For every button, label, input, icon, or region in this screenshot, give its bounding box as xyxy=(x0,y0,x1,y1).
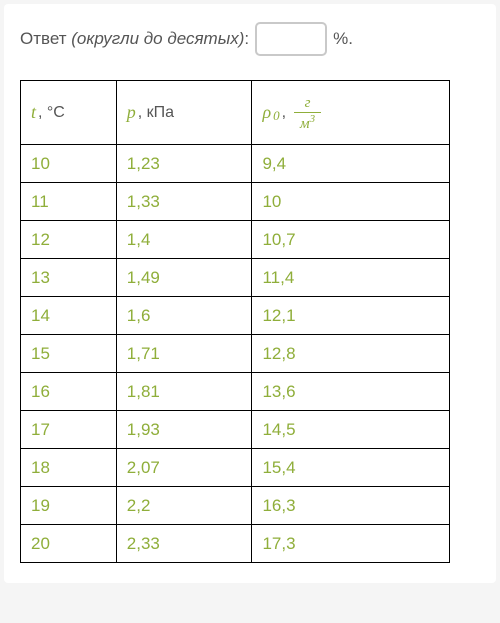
table-row: 14 1,6 12,1 xyxy=(21,297,450,335)
cell-p: 1,71 xyxy=(116,335,252,373)
answer-input[interactable] xyxy=(255,22,327,56)
answer-label: Ответ (округли до десятых): xyxy=(20,29,249,49)
answer-row: Ответ (округли до десятых): %. xyxy=(20,22,480,56)
header-rho-symbol: ρ xyxy=(262,102,271,123)
header-rho-comma: , xyxy=(282,104,286,122)
cell-p: 1,93 xyxy=(116,411,252,449)
cell-p: 1,81 xyxy=(116,373,252,411)
cell-t: 18 xyxy=(21,449,117,487)
cell-rho: 12,8 xyxy=(252,335,450,373)
cell-t: 11 xyxy=(21,183,117,221)
cell-rho: 10,7 xyxy=(252,221,450,259)
cell-rho: 16,3 xyxy=(252,487,450,525)
cell-p: 2,07 xyxy=(116,449,252,487)
table-body: 10 1,23 9,4 11 1,33 10 12 1,4 10,7 13 1,… xyxy=(21,145,450,563)
cell-p: 1,23 xyxy=(116,145,252,183)
cell-p: 2,2 xyxy=(116,487,252,525)
frac-denominator: м3 xyxy=(294,112,321,133)
answer-label-prefix: Ответ xyxy=(20,29,71,48)
table-row: 12 1,4 10,7 xyxy=(21,221,450,259)
cell-t: 15 xyxy=(21,335,117,373)
table-row: 10 1,23 9,4 xyxy=(21,145,450,183)
cell-p: 1,33 xyxy=(116,183,252,221)
cell-t: 20 xyxy=(21,525,117,563)
frac-numerator: г xyxy=(299,95,317,112)
data-table: t, °C p, кПа ρ0 , г м3 xyxy=(20,80,450,563)
header-p-unit: , кПа xyxy=(138,104,174,122)
cell-t: 17 xyxy=(21,411,117,449)
table-header-row: t, °C p, кПа ρ0 , г м3 xyxy=(21,81,450,145)
cell-t: 14 xyxy=(21,297,117,335)
answer-unit: %. xyxy=(333,29,353,49)
cell-rho: 11,4 xyxy=(252,259,450,297)
header-rho-sub: 0 xyxy=(273,108,280,124)
cell-rho: 14,5 xyxy=(252,411,450,449)
cell-t: 10 xyxy=(21,145,117,183)
table-row: 18 2,07 15,4 xyxy=(21,449,450,487)
header-t: t, °C xyxy=(21,81,117,145)
table-row: 15 1,71 12,8 xyxy=(21,335,450,373)
cell-t: 16 xyxy=(21,373,117,411)
header-p-symbol: p xyxy=(127,102,136,123)
cell-rho: 15,4 xyxy=(252,449,450,487)
cell-rho: 17,3 xyxy=(252,525,450,563)
cell-t: 13 xyxy=(21,259,117,297)
table-row: 20 2,33 17,3 xyxy=(21,525,450,563)
table-row: 13 1,49 11,4 xyxy=(21,259,450,297)
content-container: Ответ (округли до десятых): %. t, °C p, … xyxy=(4,4,496,583)
cell-p: 1,4 xyxy=(116,221,252,259)
cell-rho: 10 xyxy=(252,183,450,221)
header-t-symbol: t xyxy=(31,102,36,123)
header-rho: ρ0 , г м3 xyxy=(252,81,450,145)
answer-label-colon: : xyxy=(244,29,249,48)
header-rho-fraction: г м3 xyxy=(294,95,321,132)
answer-label-hint: (округли до десятых) xyxy=(71,29,244,48)
cell-t: 12 xyxy=(21,221,117,259)
cell-p: 1,6 xyxy=(116,297,252,335)
table-row: 19 2,2 16,3 xyxy=(21,487,450,525)
cell-t: 19 xyxy=(21,487,117,525)
cell-p: 2,33 xyxy=(116,525,252,563)
table-row: 11 1,33 10 xyxy=(21,183,450,221)
table-row: 17 1,93 14,5 xyxy=(21,411,450,449)
cell-rho: 9,4 xyxy=(252,145,450,183)
cell-rho: 12,1 xyxy=(252,297,450,335)
header-t-unit: , °C xyxy=(38,104,65,122)
table-row: 16 1,81 13,6 xyxy=(21,373,450,411)
cell-p: 1,49 xyxy=(116,259,252,297)
cell-rho: 13,6 xyxy=(252,373,450,411)
header-p: p, кПа xyxy=(116,81,252,145)
